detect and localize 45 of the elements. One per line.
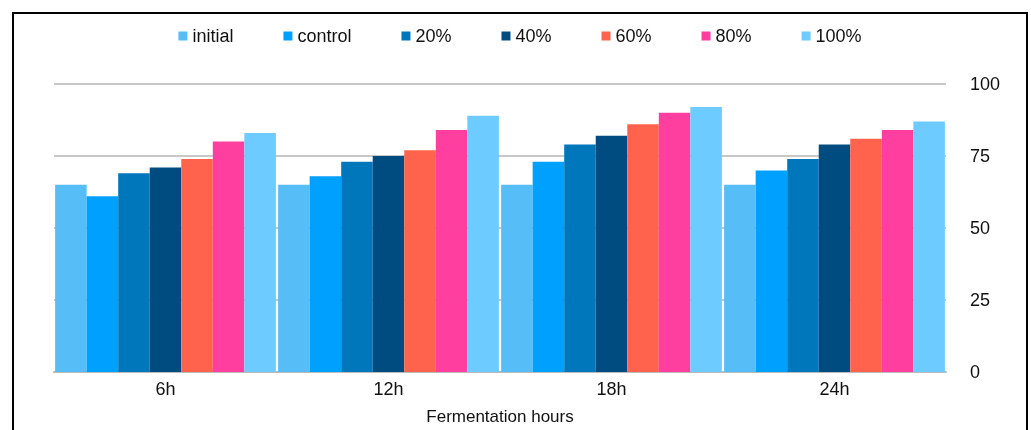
x-tick-label: 12h	[373, 379, 404, 399]
bar	[86, 196, 119, 372]
bar	[212, 141, 245, 372]
bar	[435, 130, 468, 372]
bar	[690, 107, 722, 372]
legend-label: control	[297, 26, 352, 46]
legend-label: 40%	[515, 26, 552, 46]
legend-label: 60%	[615, 26, 652, 46]
bar	[278, 184, 310, 372]
bar	[501, 184, 533, 372]
x-tick-label: 18h	[596, 379, 627, 399]
y-tick-label: 100	[970, 74, 1001, 94]
bar	[818, 144, 851, 372]
bar	[404, 150, 436, 372]
bar	[724, 184, 756, 372]
y-tick-label: 50	[970, 218, 991, 238]
bar	[532, 161, 565, 372]
y-tick-label: 25	[970, 290, 991, 310]
x-tick-label: 24h	[819, 379, 850, 399]
bar	[913, 121, 945, 372]
x-tick-label: 6h	[155, 379, 176, 399]
bar	[181, 158, 213, 372]
y-tick-label: 75	[970, 146, 991, 166]
y-tick-label: 0	[970, 362, 981, 382]
bar	[787, 158, 819, 372]
legend-label: 100%	[815, 26, 862, 46]
bar	[118, 173, 150, 372]
bar	[755, 170, 788, 372]
bar	[467, 115, 499, 372]
bar	[244, 132, 276, 372]
bar	[309, 176, 342, 372]
bar	[850, 138, 882, 372]
bar	[55, 184, 87, 372]
bar	[341, 161, 373, 372]
bar	[881, 130, 914, 372]
bar	[627, 124, 659, 372]
x-axis-title: Fermentation hours	[426, 407, 574, 426]
legend-label: 80%	[715, 26, 752, 46]
bar	[372, 156, 405, 372]
legend-label: 20%	[415, 26, 452, 46]
bar	[564, 144, 596, 372]
bar	[595, 135, 628, 372]
bar	[658, 112, 691, 372]
legend-label: initial	[192, 26, 234, 46]
bar	[149, 167, 182, 372]
